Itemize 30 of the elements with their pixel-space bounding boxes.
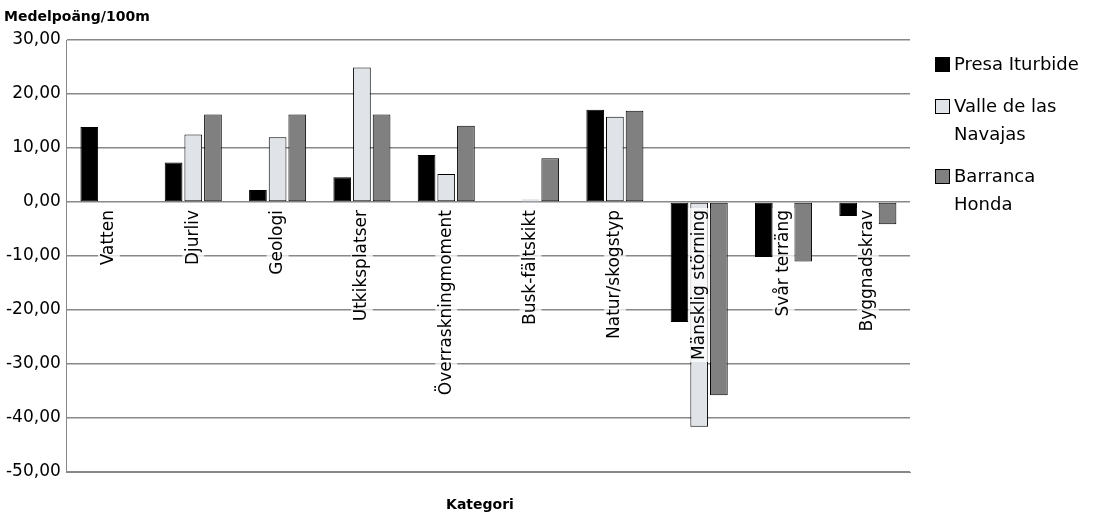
x-tick-label: Mänsklig störning [687,210,708,360]
y-tick-label: 20,00 [12,82,61,103]
bar [586,109,605,202]
x-tick-label: Busk-fältskikt [518,209,539,325]
legend-label: Valle de las Navajas [954,94,1058,146]
y-tick-label: 10,00 [12,136,61,157]
y-tick-label: 30,00 [12,28,61,49]
bar [80,126,99,202]
y-tick-label: -30,00 [5,352,61,373]
bar [670,202,689,322]
x-tick-label: Geologi [266,210,287,275]
x-tick-label: Djurliv [181,210,202,266]
y-tick-label: -50,00 [5,460,61,481]
x-tick-label: Natur/skogstyp [603,210,624,339]
bar [333,177,352,202]
x-axis-title: Kategori [445,496,515,512]
legend-label: Presa Iturbide [954,52,1079,76]
y-tick-label: 0,00 [22,190,61,211]
y-tick-label: -10,00 [5,244,61,265]
x-tick-label: Utkiksplatser [350,209,371,322]
x-tick-label: Byggnadskrav [856,210,877,332]
x-tick-label: Vatten [97,210,118,266]
x-tick-label: Svår terräng [771,210,792,317]
legend-label: Barranca Honda [954,164,1037,216]
y-axis-title: Medelpoäng/100m [4,8,150,24]
x-tick-label: Överraskningmoment [433,209,455,396]
y-tick-label: -20,00 [5,298,61,319]
y-tick-label: -40,00 [5,406,61,427]
bar [164,162,183,202]
bar [417,155,436,202]
